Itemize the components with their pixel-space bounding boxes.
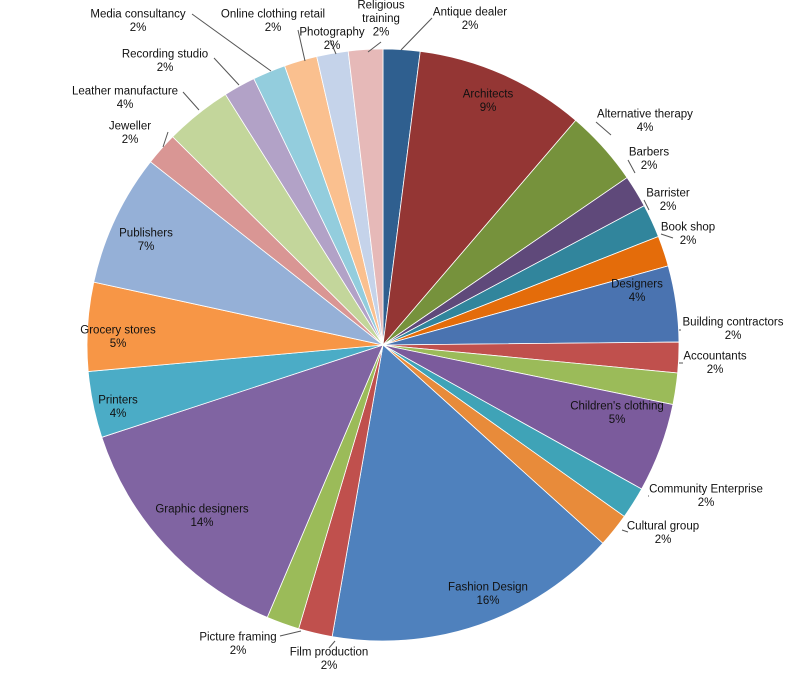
slice-label: Picture framing 2% — [199, 631, 276, 657]
slice-label: Publishers 7% — [119, 227, 173, 253]
slice-label: Graphic designers 14% — [155, 503, 249, 529]
slice-label: Accountants 2% — [683, 350, 747, 376]
slice-label: Recording studio 2% — [122, 48, 208, 74]
slice-label: Alternative therapy 4% — [597, 108, 693, 134]
slice-label: Building contractors 2% — [683, 316, 784, 342]
leader-line — [213, 57, 240, 86]
pie-slice-publishers — [93, 161, 384, 346]
slice-label: Designers 4% — [611, 278, 663, 304]
leader-line — [621, 529, 629, 533]
slice-label: Cultural group 2% — [627, 520, 699, 546]
pie-labels: Antique dealer 2% Architects 9% Alternative … — [72, 0, 784, 672]
leader-line — [660, 233, 674, 239]
leader-line — [279, 630, 302, 637]
leader-line — [182, 91, 200, 111]
leader-line — [191, 13, 272, 72]
slice-label: Media consultancy 2% — [90, 8, 185, 34]
slice-label: Photography 2% — [299, 26, 364, 52]
leader-line — [400, 17, 433, 51]
leader-line — [329, 39, 337, 55]
leader-line — [162, 131, 169, 148]
pie-slices — [86, 48, 680, 642]
slice-label: Book shop 2% — [661, 221, 715, 247]
slice-label: Antique dealer 2% — [433, 6, 507, 32]
leader-line — [328, 640, 336, 649]
leader-line — [367, 41, 382, 53]
slice-label: Printers 4% — [98, 394, 138, 420]
leader-line — [297, 29, 306, 62]
slice-label: Grocery stores 5% — [80, 324, 156, 350]
pie-slice-graphic-designers — [101, 344, 384, 618]
slice-label: Children's clothing 5% — [570, 400, 664, 426]
leader-line — [627, 159, 636, 174]
pie-slice-religious-training — [347, 48, 384, 346]
slice-label: Religious training 2% — [357, 0, 405, 39]
pie-slice-fashion-design — [331, 344, 604, 642]
slice-label: Architects 9% — [463, 88, 514, 114]
slice-label: Jeweller 2% — [109, 120, 151, 146]
slice-label: Fashion Design 16% — [448, 581, 528, 607]
slice-label: Barbers 2% — [629, 146, 670, 172]
slice-label: Community Enterprise 2% — [649, 483, 763, 509]
slice-label: Film production 2% — [290, 646, 369, 672]
leader-line — [643, 199, 650, 211]
slice-label: Barrister 2% — [646, 187, 690, 213]
slice-label: Online clothing retail 2% — [221, 8, 325, 34]
leader-line — [595, 121, 612, 136]
pie-slice-architects — [382, 50, 577, 347]
slice-label: Leather manufacture 4% — [72, 85, 178, 111]
